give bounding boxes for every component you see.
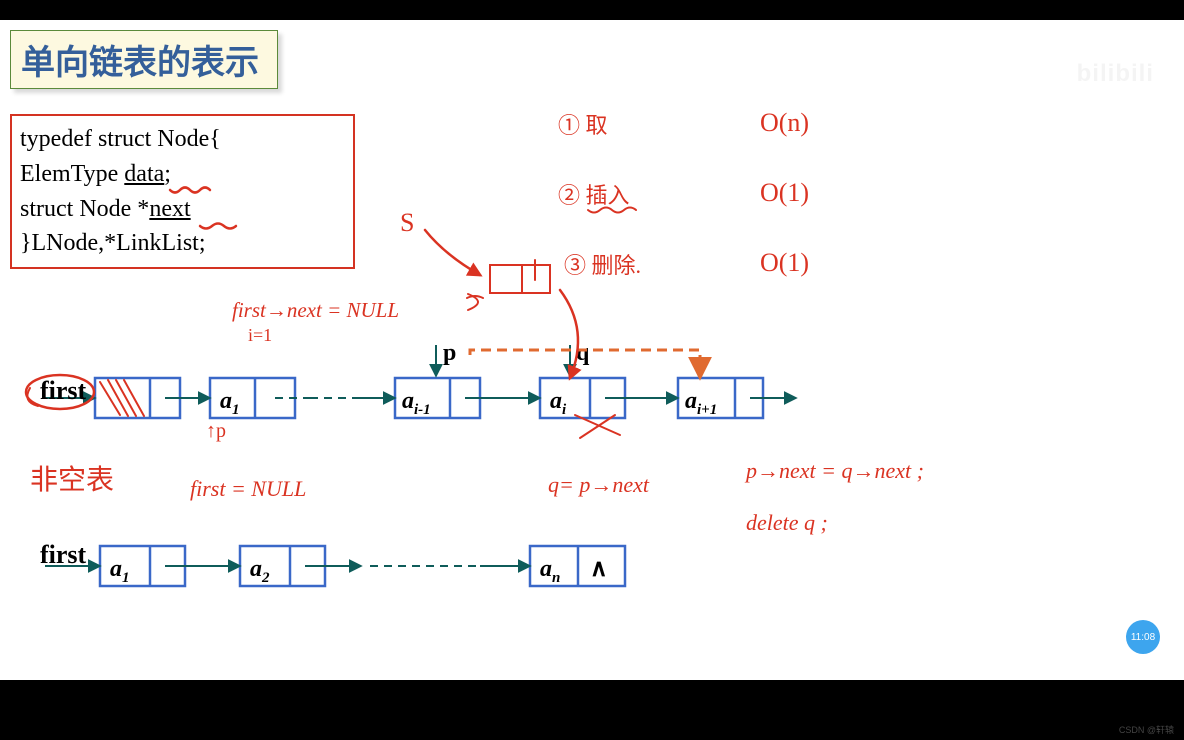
op2-o: O(1) [760,178,809,208]
first1-label: first [40,376,86,406]
s-label: S [400,208,414,238]
tp: ↑p [206,420,226,443]
i1: i=1 [248,325,272,346]
slide: 单向链表的表示 typedef struct Node{ ElemType da… [0,20,1184,680]
fnn: first→next = NULL [232,298,399,323]
row2-a2-label: a2 [250,556,270,586]
op3: ③ 删除. [564,248,641,280]
underline-data [170,188,210,193]
s-arrow [425,230,480,275]
row1-ai-1-label: ai-1 [402,388,431,418]
op1-o: O(n) [760,108,809,138]
stage: 单向链表的表示 typedef struct Node{ ElemType da… [0,0,1184,740]
csdn-watermark: CSDN @轩辕 [1119,723,1174,736]
del: delete q ; [746,510,828,536]
hatch-icon [100,380,144,416]
row2-end-label: ∧ [590,556,608,582]
watermark-bilibili: bilibili [1077,60,1154,88]
row2-an-label: an [540,556,560,586]
timestamp-pill[interactable]: 11:08 [1126,620,1160,654]
underline-next [200,224,236,229]
blackbar-top [0,0,1184,20]
op2: ② 插入 [558,178,630,210]
row1-ai-label: ai [550,388,567,418]
p-label: p [443,340,456,366]
op3-o: O(1) [760,248,809,278]
qeq: q= p→next [548,472,649,498]
first2-label: first [40,540,86,570]
blackbar-bottom [0,680,1184,740]
peq: p→next = q→next ; [746,458,924,484]
s-box [490,265,550,293]
fn: first = NULL [190,476,306,502]
nonempty-label: 非空表 [30,458,114,498]
row1-ai1-label: ai+1 [685,388,717,418]
row2-a1-label: a1 [110,556,130,586]
row1-a1-label: a1 [220,388,240,418]
op1: ① 取 [558,108,608,140]
